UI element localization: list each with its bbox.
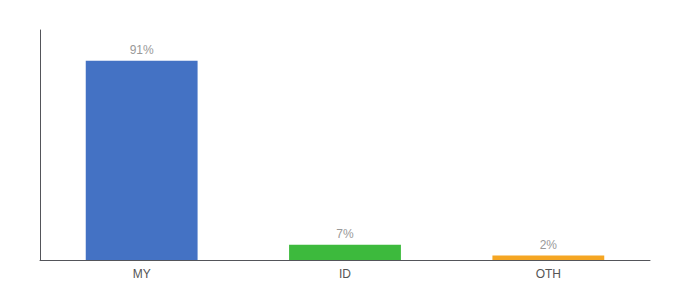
svg-text:MY: MY <box>133 267 151 281</box>
svg-text:2%: 2% <box>540 238 558 252</box>
svg-text:7%: 7% <box>336 227 354 241</box>
svg-text:91%: 91% <box>130 43 154 57</box>
svg-text:OTH: OTH <box>536 267 561 281</box>
svg-text:ID: ID <box>339 267 351 281</box>
